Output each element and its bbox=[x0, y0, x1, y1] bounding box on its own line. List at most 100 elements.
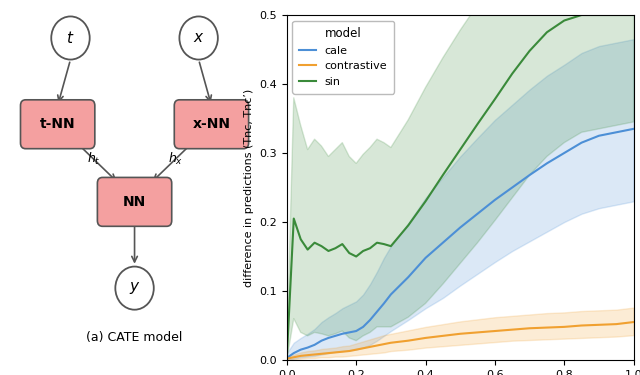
cale bbox=[304, 345, 312, 350]
sin bbox=[283, 354, 291, 359]
sin bbox=[324, 249, 332, 253]
cale bbox=[456, 225, 464, 230]
cale bbox=[508, 185, 516, 190]
Text: $y$: $y$ bbox=[129, 280, 140, 296]
cale bbox=[595, 134, 603, 138]
cale bbox=[283, 356, 291, 360]
cale bbox=[366, 318, 374, 322]
contrastive bbox=[317, 351, 325, 356]
sin bbox=[561, 18, 568, 23]
sin bbox=[404, 223, 412, 228]
contrastive bbox=[630, 320, 637, 324]
contrastive bbox=[422, 336, 429, 340]
cale bbox=[353, 329, 360, 333]
sin bbox=[525, 49, 533, 53]
cale bbox=[612, 130, 620, 135]
cale bbox=[297, 347, 305, 352]
contrastive bbox=[339, 350, 346, 354]
contrastive bbox=[346, 349, 353, 353]
Line: sin: sin bbox=[287, 15, 634, 357]
contrastive bbox=[387, 340, 395, 345]
cale bbox=[317, 338, 325, 343]
Circle shape bbox=[115, 267, 154, 310]
cale bbox=[491, 198, 499, 202]
sin bbox=[311, 240, 319, 245]
sin bbox=[387, 244, 395, 248]
cale bbox=[543, 161, 551, 166]
contrastive bbox=[595, 322, 603, 327]
contrastive bbox=[359, 346, 367, 351]
contrastive bbox=[353, 347, 360, 352]
sin bbox=[508, 71, 516, 76]
cale bbox=[630, 127, 637, 131]
sin bbox=[422, 199, 429, 204]
sin bbox=[630, 13, 637, 17]
Text: $x$: $x$ bbox=[193, 30, 204, 45]
contrastive bbox=[290, 355, 298, 360]
cale bbox=[373, 309, 381, 314]
Text: $t$: $t$ bbox=[67, 30, 75, 46]
contrastive bbox=[525, 326, 533, 330]
FancyBboxPatch shape bbox=[20, 100, 95, 149]
sin bbox=[380, 242, 388, 246]
Circle shape bbox=[179, 16, 218, 60]
sin bbox=[346, 251, 353, 255]
contrastive bbox=[283, 356, 291, 361]
cale bbox=[525, 173, 533, 177]
sin bbox=[339, 242, 346, 246]
Circle shape bbox=[51, 16, 90, 60]
Legend: cale, contrastive, sin: cale, contrastive, sin bbox=[292, 21, 394, 93]
cale bbox=[422, 256, 429, 260]
Text: (a) CATE model: (a) CATE model bbox=[86, 330, 183, 344]
contrastive bbox=[474, 330, 481, 334]
contrastive bbox=[578, 323, 586, 328]
Text: $h_t$: $h_t$ bbox=[87, 151, 100, 167]
sin bbox=[543, 30, 551, 34]
sin bbox=[439, 173, 447, 177]
cale bbox=[387, 292, 395, 297]
sin bbox=[578, 13, 586, 17]
FancyBboxPatch shape bbox=[174, 100, 248, 149]
sin bbox=[304, 248, 312, 252]
sin bbox=[612, 13, 620, 17]
cale bbox=[578, 140, 586, 145]
contrastive bbox=[508, 327, 516, 332]
sin bbox=[332, 246, 339, 250]
FancyBboxPatch shape bbox=[97, 177, 172, 226]
cale bbox=[332, 334, 339, 338]
cale bbox=[359, 325, 367, 329]
contrastive bbox=[561, 325, 568, 329]
Y-axis label: difference in predictions (Tnc, Tnc’): difference in predictions (Tnc, Tnc’) bbox=[244, 88, 254, 286]
cale bbox=[561, 151, 568, 155]
cale bbox=[474, 211, 481, 216]
sin bbox=[491, 97, 499, 101]
contrastive bbox=[612, 322, 620, 326]
Text: x-NN: x-NN bbox=[193, 117, 230, 131]
contrastive bbox=[332, 350, 339, 355]
contrastive bbox=[380, 342, 388, 346]
cale bbox=[290, 351, 298, 355]
cale bbox=[380, 301, 388, 306]
sin bbox=[353, 254, 360, 259]
contrastive bbox=[373, 343, 381, 348]
contrastive bbox=[311, 352, 319, 357]
contrastive bbox=[366, 345, 374, 349]
Text: t-NN: t-NN bbox=[40, 117, 76, 131]
sin bbox=[595, 13, 603, 17]
contrastive bbox=[304, 353, 312, 357]
contrastive bbox=[439, 334, 447, 338]
cale bbox=[404, 275, 412, 279]
cale bbox=[346, 330, 353, 334]
contrastive bbox=[324, 351, 332, 355]
sin bbox=[297, 237, 305, 242]
cale bbox=[311, 343, 319, 347]
contrastive bbox=[491, 329, 499, 333]
sin bbox=[456, 147, 464, 152]
contrastive bbox=[404, 338, 412, 343]
sin bbox=[366, 246, 374, 250]
cale bbox=[324, 336, 332, 340]
contrastive bbox=[456, 332, 464, 336]
sin bbox=[373, 240, 381, 245]
sin bbox=[290, 216, 298, 221]
Line: contrastive: contrastive bbox=[287, 322, 634, 358]
